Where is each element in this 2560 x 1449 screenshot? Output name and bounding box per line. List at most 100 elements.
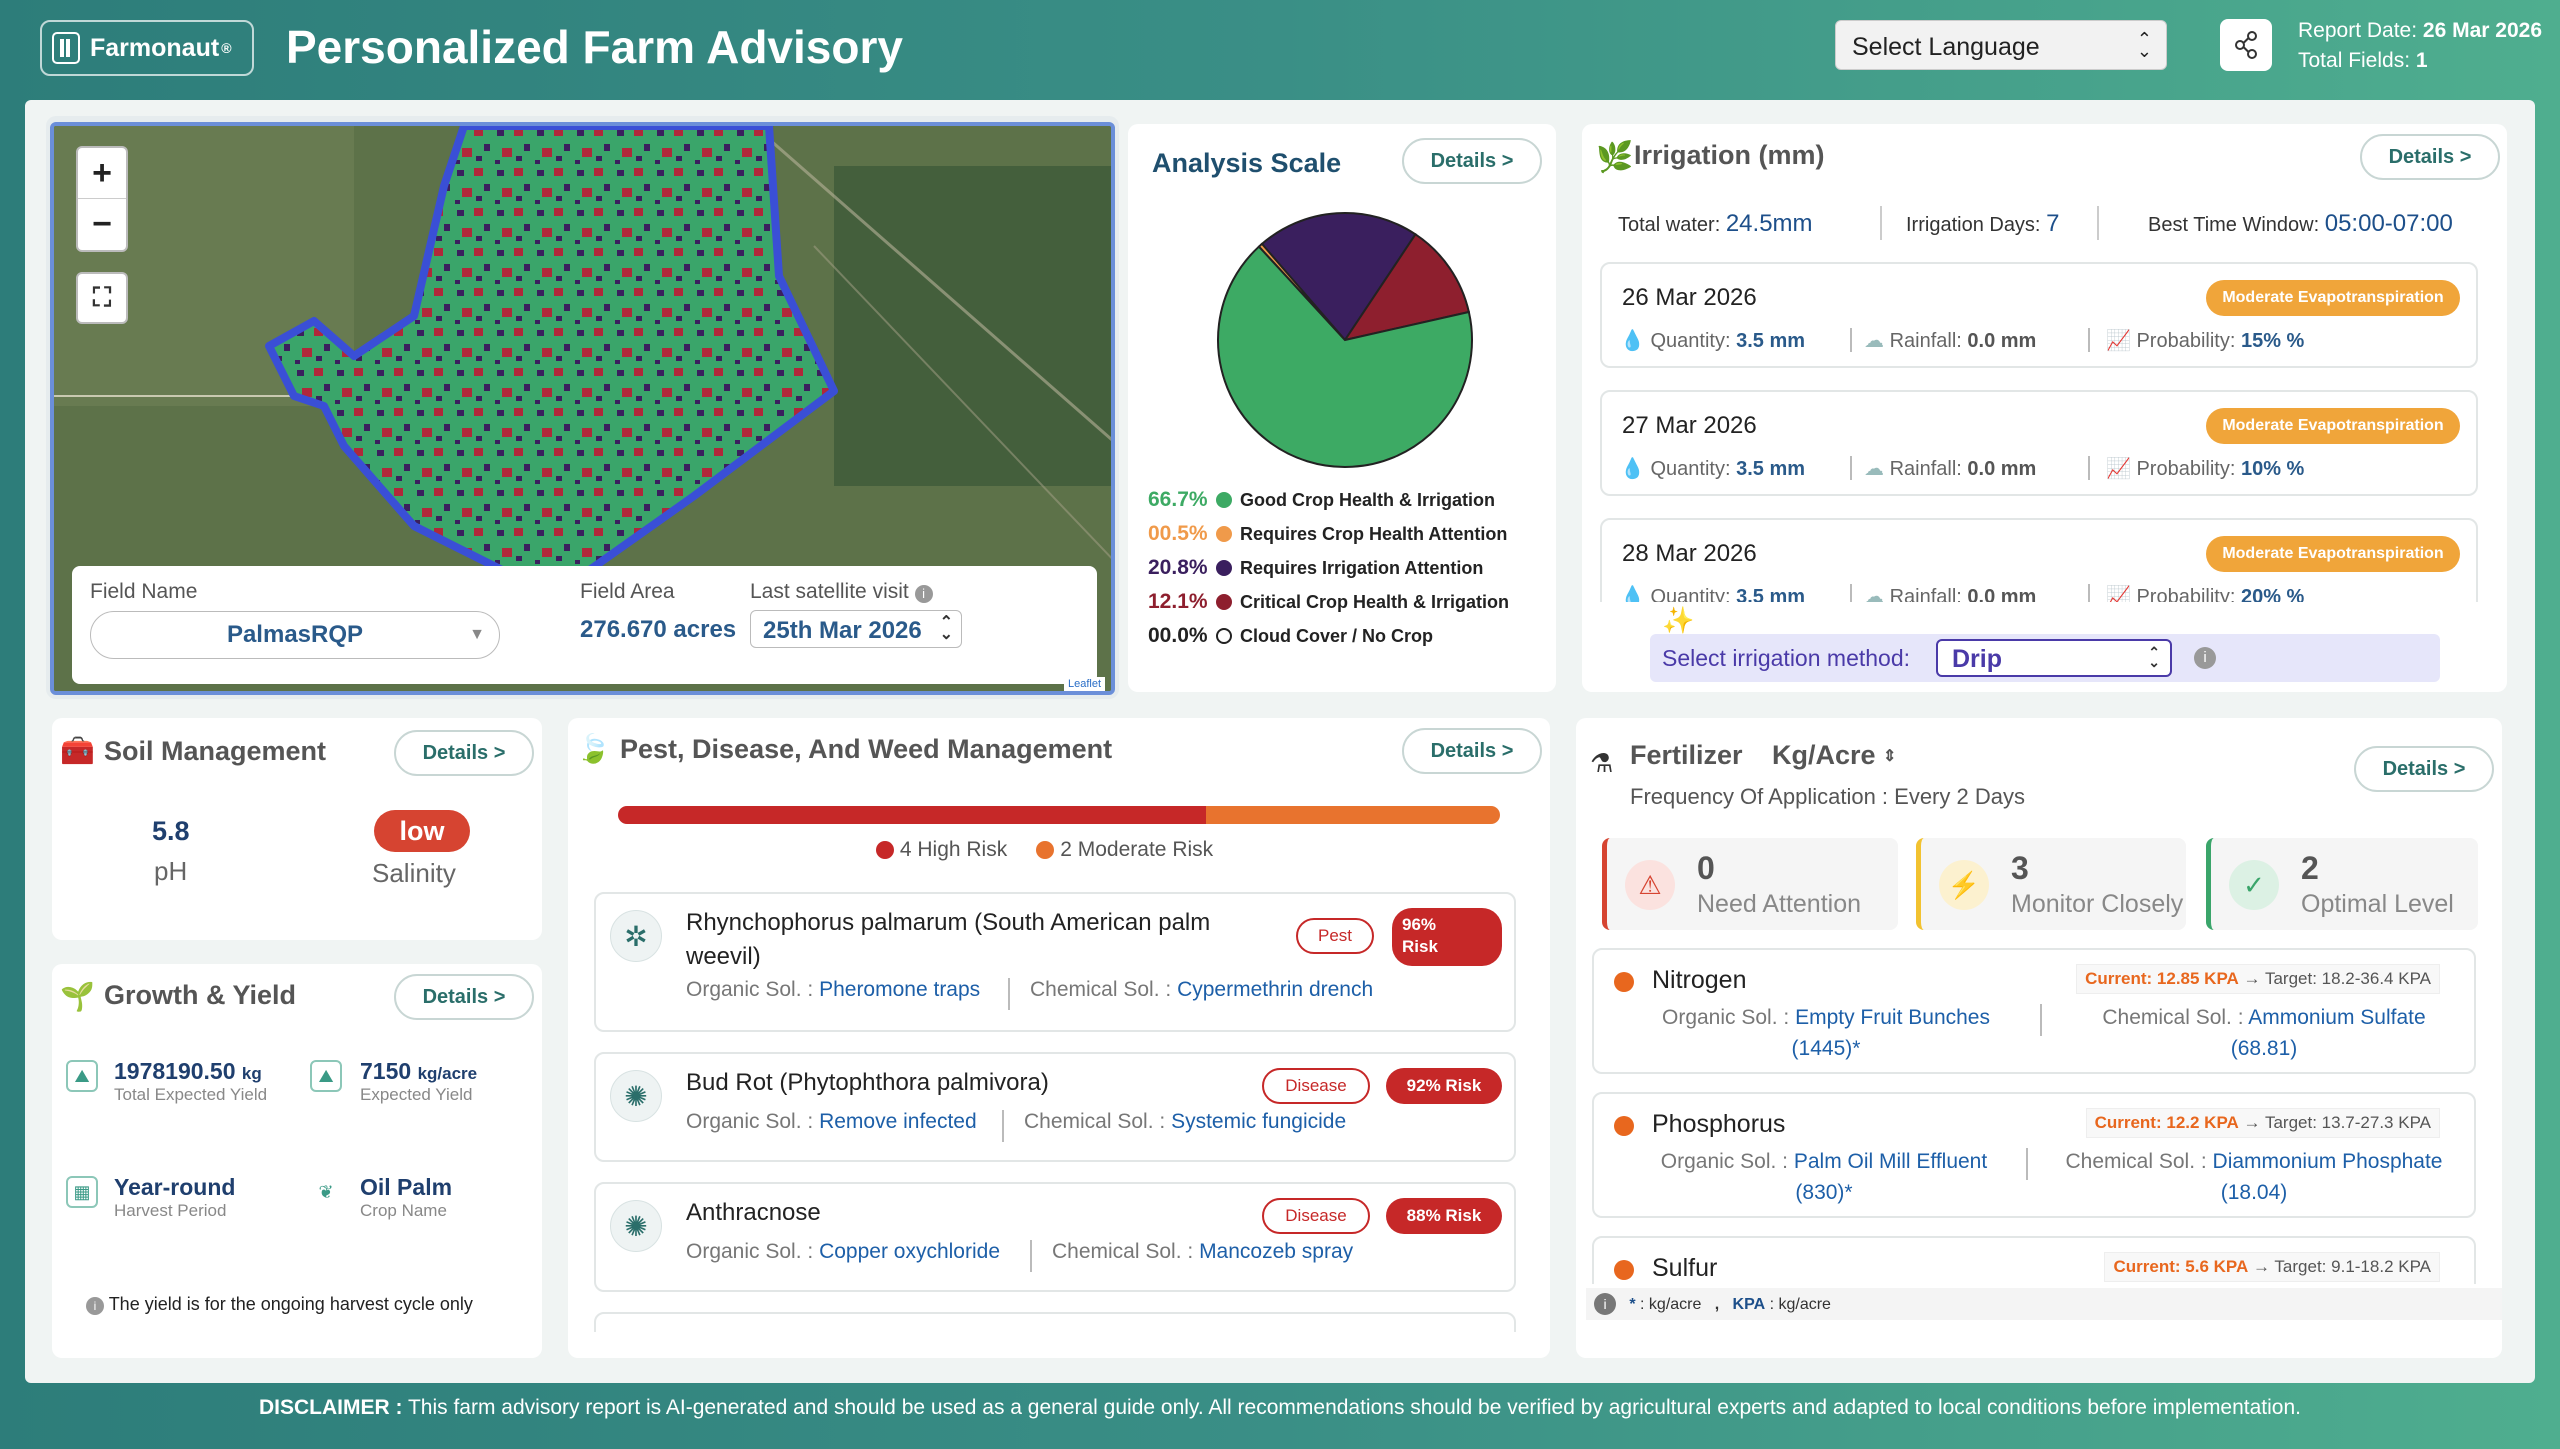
irrigation-day-row[interactable]: 26 Mar 2026 Moderate Evapotranspiration 💧 … bbox=[1600, 262, 2478, 368]
fertilizer-details-button[interactable]: Details > bbox=[2354, 746, 2494, 792]
pie-legend-item: 66.7% Good Crop Health & Irrigation bbox=[1148, 488, 1495, 512]
last-visit-value: 25th Mar 2026 bbox=[763, 617, 922, 644]
zoom-control: + − bbox=[76, 146, 128, 252]
growth-details-button[interactable]: Details > bbox=[394, 974, 534, 1020]
quantity-value: 3.5 mm bbox=[1736, 458, 1806, 480]
divider bbox=[2088, 584, 2090, 602]
fullscreen-button[interactable]: ⛶ bbox=[76, 272, 128, 324]
irrigation-method-select[interactable]: Drip ⌃ ⌄ bbox=[1936, 639, 2172, 677]
irrigation-schedule-list[interactable]: 26 Mar 2026 Moderate Evapotranspiration 💧 … bbox=[1582, 262, 2507, 602]
legend-dot bbox=[1216, 526, 1232, 542]
pest-item[interactable]: ✺ Bud Rot (Phytophthora palmivora) Disea… bbox=[594, 1052, 1516, 1162]
pie-legend-item: 12.1% Critical Crop Health & Irrigation bbox=[1148, 590, 1509, 614]
field-name-select[interactable]: PalmasRQP ▼ bbox=[90, 611, 500, 659]
pie-slice[interactable] bbox=[1259, 212, 1417, 342]
need-attention-label: Need Attention bbox=[1697, 890, 1862, 918]
irrigation-day-row[interactable]: 27 Mar 2026 Moderate Evapotranspiration 💧 … bbox=[1600, 390, 2478, 496]
report-date-label: Report Date: bbox=[2298, 19, 2418, 42]
growth-icon: 🌱 bbox=[60, 981, 95, 1012]
chemical-value[interactable]: Cypermethrin drench bbox=[1177, 978, 1374, 1001]
pest-details-button[interactable]: Details > bbox=[1402, 728, 1542, 774]
legend-star-unit: : kg/acre bbox=[1640, 1296, 1702, 1313]
brand-name: Farmonaut bbox=[90, 33, 220, 62]
info-icon[interactable]: i bbox=[914, 585, 933, 603]
soil-icon: 🧰 bbox=[60, 735, 95, 766]
fertilizer-unit-select[interactable]: Kg/Acre ⇕ bbox=[1772, 740, 1896, 771]
total-yield-value: 1978190.50 bbox=[114, 1058, 236, 1084]
map-attribution[interactable]: Leaflet bbox=[1063, 677, 1105, 691]
analysis-details-button[interactable]: Details > bbox=[1402, 138, 1542, 184]
pest-item[interactable] bbox=[594, 1312, 1516, 1332]
rainfall-value: 0.0 mm bbox=[1967, 458, 2037, 480]
status-dot bbox=[1614, 1116, 1634, 1136]
nutrient-item[interactable]: Nitrogen Current: 12.85 KPA → Target: 18… bbox=[1592, 948, 2476, 1074]
caret-down-icon: ▼ bbox=[469, 626, 485, 643]
expected-yield-unit: kg/acre bbox=[417, 1064, 478, 1083]
chemical-value[interactable]: Systemic fungicide bbox=[1171, 1110, 1347, 1133]
zoom-in-button[interactable]: + bbox=[78, 148, 126, 199]
chemical-value[interactable]: Mancozeb spray bbox=[1199, 1240, 1354, 1263]
divider bbox=[2097, 206, 2099, 240]
high-risk-dot bbox=[876, 841, 894, 859]
divider bbox=[1008, 978, 1010, 1010]
organic-value[interactable]: Remove infected bbox=[819, 1110, 977, 1133]
legend-percent: 00.5% bbox=[1148, 522, 1208, 545]
organic-value[interactable]: Empty Fruit Bunches bbox=[1795, 1006, 1990, 1029]
water-drop-icon: 💧 bbox=[1620, 586, 1645, 602]
chemical-label: Chemical Sol. : bbox=[1030, 978, 1172, 1001]
organic-solution: Organic Sol. : Pheromone traps bbox=[686, 978, 980, 1002]
rainfall-label: Rainfall: bbox=[1889, 330, 1962, 352]
calendar-icon: ▦ bbox=[66, 1176, 98, 1208]
risk-bar-high bbox=[618, 806, 1206, 824]
analysis-pie-chart bbox=[1217, 212, 1473, 468]
divider bbox=[1850, 584, 1852, 602]
chemical-amount: (18.04) bbox=[2220, 1181, 2288, 1204]
chemical-solution: Chemical Sol. : Mancozeb spray bbox=[1052, 1240, 1353, 1264]
zoom-out-button[interactable]: − bbox=[92, 205, 112, 243]
probability-value: 10% % bbox=[2240, 458, 2305, 480]
divider bbox=[2088, 456, 2090, 480]
organic-value[interactable]: Copper oxychloride bbox=[819, 1240, 1001, 1263]
legend-label: Cloud Cover / No Crop bbox=[1240, 625, 1433, 646]
field-map[interactable]: + − ⛶ Field Name PalmasRQP ▼ Field Area 2… bbox=[50, 122, 1115, 695]
legend-label: Requires Irrigation Attention bbox=[1240, 557, 1484, 578]
target-label: → Target: bbox=[2253, 1257, 2327, 1276]
current-target: Current: 5.6 KPA → Target: 9.1-18.2 KPA bbox=[2104, 1252, 2440, 1282]
organic-value[interactable]: Palm Oil Mill Effluent bbox=[1793, 1150, 1988, 1173]
chemical-value[interactable]: Ammonium Sulfate bbox=[2248, 1006, 2426, 1029]
nutrient-item[interactable]: Phosphorus Current: 12.2 KPA → Target: 1… bbox=[1592, 1092, 2476, 1218]
fertilizer-list[interactable]: Nitrogen Current: 12.85 KPA → Target: 18… bbox=[1576, 944, 2502, 1284]
last-visit-select[interactable]: 25th Mar 2026 ⌃ ⌄ bbox=[750, 610, 962, 648]
nutrient-item[interactable]: Sulfur Current: 5.6 KPA → Target: 9.1-18… bbox=[1592, 1236, 2476, 1284]
pest-list[interactable]: ✲ Rhynchophorus palmarum (South American… bbox=[568, 880, 1550, 1332]
divider bbox=[1850, 328, 1852, 352]
pie-slice[interactable] bbox=[1217, 245, 1473, 468]
pie-slice[interactable] bbox=[1257, 242, 1346, 341]
pest-item[interactable]: ✲ Rhynchophorus palmarum (South American… bbox=[594, 892, 1516, 1032]
pie-slice[interactable] bbox=[1342, 232, 1471, 342]
yield-icon: ⛰ bbox=[66, 1060, 98, 1092]
farmonaut-logo[interactable]: Farmonaut ® bbox=[40, 20, 254, 76]
irrigation-details-button[interactable]: Details > bbox=[2360, 134, 2500, 180]
chemical-value[interactable]: Diammonium Phosphate bbox=[2212, 1150, 2443, 1173]
fertilizer-title: Fertilizer bbox=[1630, 740, 1743, 770]
organic-label: Organic Sol. : bbox=[686, 1240, 814, 1263]
pest-name: Anthracnose bbox=[686, 1199, 821, 1226]
current-label: Current: bbox=[2085, 969, 2153, 988]
share-button[interactable] bbox=[2220, 19, 2272, 71]
rainfall: ☁ Rainfall: 0.0 mm bbox=[1864, 584, 2036, 602]
organic-value[interactable]: Pheromone traps bbox=[819, 978, 981, 1001]
irrigation-date: 26 Mar 2026 bbox=[1622, 284, 1757, 311]
language-select[interactable]: Select Language ⌃ ⌄ bbox=[1835, 20, 2167, 70]
irrigation-day-row[interactable]: 28 Mar 2026 Moderate Evapotranspiration 💧 … bbox=[1600, 518, 2478, 602]
risk-bar-moderate bbox=[1205, 806, 1500, 824]
rainfall: ☁ Rainfall: 0.0 mm bbox=[1864, 456, 2036, 481]
method-label: Select irrigation method: bbox=[1662, 645, 1911, 671]
current-label: Current: bbox=[2094, 1113, 2162, 1132]
pest-item[interactable]: ✺ Anthracnose Disease 88% Risk Organic S… bbox=[594, 1182, 1516, 1292]
salinity-label: Salinity bbox=[372, 858, 456, 888]
chemical-solution: Chemical Sol. : Ammonium Sulfate (68.81) bbox=[2074, 1002, 2454, 1064]
crop-value: Oil Palm bbox=[360, 1174, 453, 1200]
soil-details-button[interactable]: Details > bbox=[394, 730, 534, 776]
info-icon[interactable]: i bbox=[2194, 647, 2216, 669]
